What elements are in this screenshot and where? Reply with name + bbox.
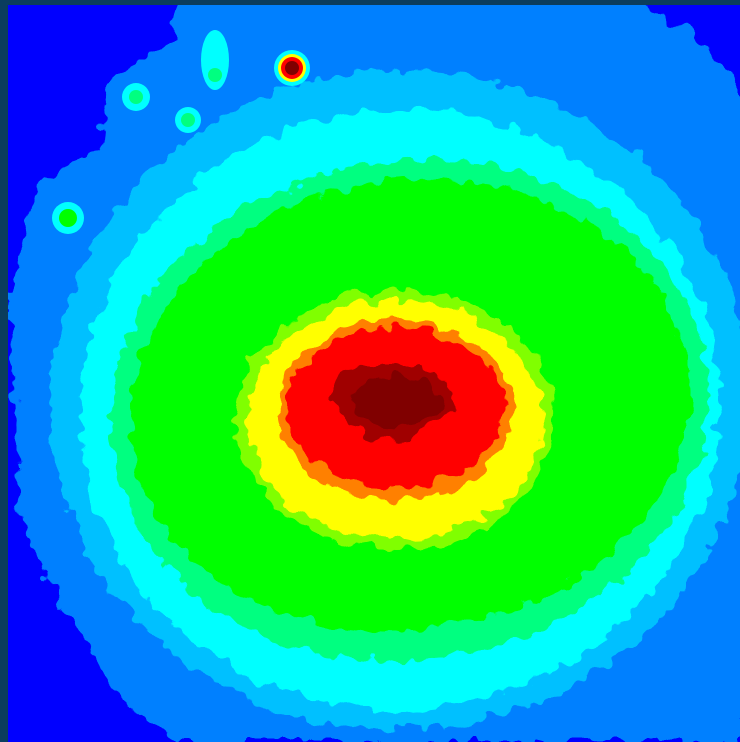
source-core [181,113,195,127]
source-core [285,61,299,75]
image-area [8,0,740,742]
core [350,376,440,428]
source-core [208,68,222,82]
emission [10,0,740,742]
source-core [129,90,143,104]
source-core [59,209,77,227]
xray-image [0,0,740,742]
